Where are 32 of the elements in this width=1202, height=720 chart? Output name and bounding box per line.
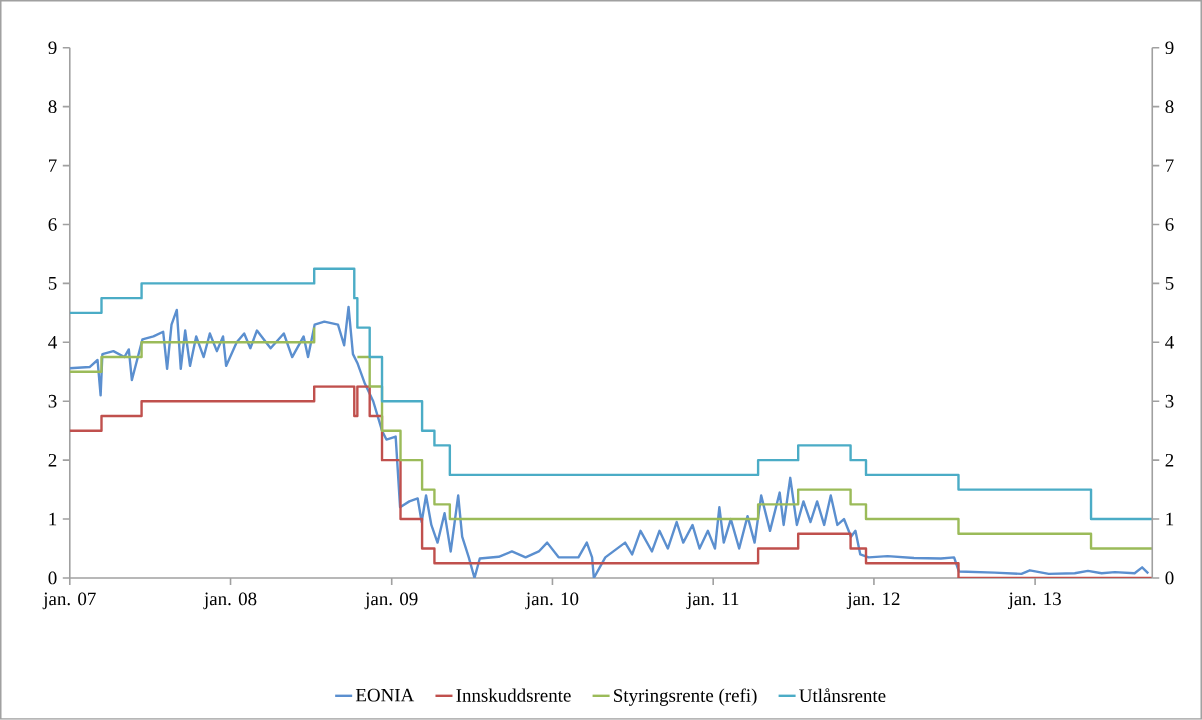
x-tick-label: jan. 08	[203, 592, 257, 610]
y-tick-label: 4	[1165, 336, 1174, 349]
y2-tick-label: 2	[48, 453, 57, 467]
y2-tick-label: 8	[48, 100, 57, 114]
x-tick-label: jan. 12	[846, 592, 900, 610]
y2-tick-label: 4	[48, 336, 57, 349]
y2-tick-label: 1	[49, 512, 57, 526]
y-tick-label: 6	[1165, 218, 1174, 231]
y-tick-label: 7	[1166, 159, 1174, 172]
y-tick-label: 5	[1165, 277, 1174, 290]
y2-tick-label: 0	[48, 571, 57, 585]
legend-label: EONIA	[355, 688, 415, 702]
legend-label: Utlånsrente	[799, 688, 886, 703]
y-tick-label: 9	[1165, 41, 1174, 55]
y-tick-label: 0	[1165, 571, 1174, 585]
y2-tick-label: 5	[48, 277, 57, 290]
y2-tick-label: 6	[48, 218, 57, 231]
x-tick-label: jan. 13	[1008, 592, 1061, 610]
y-tick-label: 1	[1166, 512, 1174, 526]
x-tick-label: jan. 10	[525, 592, 579, 610]
y2-tick-label: 3	[48, 394, 57, 408]
line-series	[69, 305, 1150, 579]
y-tick-label: 3	[1165, 394, 1174, 408]
y2-tick-label: 7	[49, 159, 57, 172]
y-tick-label: 2	[1165, 453, 1174, 467]
x-tick-label: jan. 11	[686, 592, 739, 610]
y2-tick-label: 9	[48, 41, 57, 55]
x-tick-label: jan. 07	[42, 592, 96, 610]
legend-label: Styringsrente (refi)	[614, 688, 757, 706]
x-tick-label: jan. 09	[364, 592, 418, 610]
y-tick-label: 8	[1165, 100, 1174, 114]
legend-label: Innskuddsrente	[456, 688, 571, 702]
